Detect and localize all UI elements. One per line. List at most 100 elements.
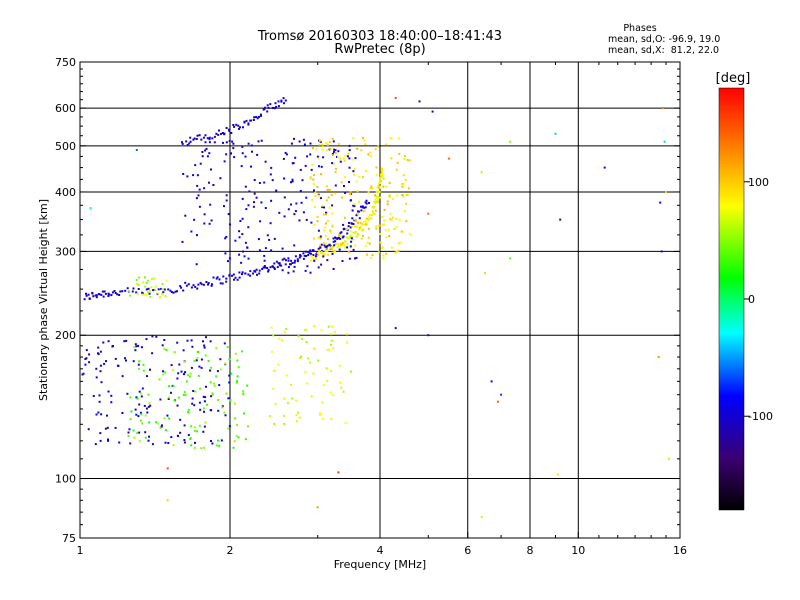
data-point: [323, 244, 326, 247]
data-point: [198, 401, 201, 404]
data-point: [137, 276, 140, 279]
data-point: [305, 341, 308, 343]
data-point: [225, 277, 228, 280]
data-point: [238, 271, 241, 274]
data-point: [348, 157, 351, 160]
data-point: [329, 229, 332, 232]
data-point: [278, 264, 281, 267]
data-point: [140, 413, 143, 416]
data-point: [346, 243, 349, 246]
data-point: [87, 428, 90, 431]
data-point: [233, 125, 236, 128]
data-point: [344, 191, 347, 194]
data-point: [369, 214, 372, 216]
data-point: [273, 268, 276, 270]
data-point: [100, 293, 103, 296]
data-point: [189, 437, 192, 440]
data-point: [283, 414, 286, 417]
data-point: [317, 359, 320, 362]
data-point: [228, 425, 231, 427]
data-point: [229, 223, 231, 226]
data-point: [331, 137, 334, 140]
data-point: [244, 155, 247, 158]
data-point: [165, 349, 168, 352]
data-point: [351, 217, 354, 220]
data-point: [244, 185, 247, 188]
data-point: [213, 384, 216, 387]
data-point: [291, 180, 294, 183]
data-point: [361, 205, 364, 208]
data-point: [141, 281, 144, 283]
data-point: [99, 432, 102, 435]
data-point: [267, 269, 270, 272]
data-point: [248, 190, 251, 193]
data-point: [137, 344, 140, 347]
data-point: [166, 414, 169, 417]
data-point: [202, 136, 205, 139]
data-point: [307, 357, 309, 360]
data-point: [184, 371, 187, 374]
data-point: [348, 235, 351, 238]
data-point: [375, 225, 378, 228]
data-point: [385, 252, 388, 255]
data-point: [375, 166, 378, 169]
data-point: [283, 102, 285, 105]
data-point: [303, 254, 306, 257]
data-point: [360, 237, 363, 240]
data-point: [242, 126, 244, 129]
data-point: [295, 202, 298, 205]
x-tick-label: 1: [77, 544, 84, 557]
data-point: [374, 202, 377, 205]
data-point: [362, 228, 365, 231]
data-point: [354, 224, 357, 227]
data-point: [285, 153, 288, 156]
data-point: [351, 209, 354, 212]
data-point: [354, 219, 357, 222]
data-point: [273, 237, 276, 240]
data-point: [347, 250, 350, 253]
data-point: [141, 292, 144, 295]
data-point: [144, 436, 147, 439]
data-point: [344, 421, 347, 424]
data-point: [304, 250, 307, 253]
data-point: [200, 366, 203, 369]
data-point: [243, 412, 246, 415]
data-point: [152, 289, 155, 292]
data-point: [247, 123, 250, 126]
data-point: [108, 293, 111, 296]
data-point: [298, 140, 301, 143]
data-point: [310, 252, 312, 255]
data-point: [317, 236, 320, 239]
data-point: [358, 227, 361, 229]
data-point: [161, 293, 164, 296]
data-point: [166, 499, 169, 502]
data-point: [321, 143, 324, 146]
data-point: [403, 158, 406, 161]
data-point: [219, 368, 222, 371]
data-point: [138, 431, 141, 434]
data-point: [179, 418, 182, 421]
data-point: [221, 132, 224, 134]
data-point: [343, 159, 346, 162]
data-point: [278, 211, 281, 214]
data-point: [114, 426, 117, 429]
data-point: [313, 223, 316, 226]
data-point: [100, 381, 103, 384]
data-point: [201, 151, 204, 153]
data-point: [162, 370, 164, 373]
data-point: [320, 243, 323, 246]
data-point: [208, 141, 211, 144]
data-point: [300, 201, 303, 204]
data-point: [339, 232, 342, 235]
data-point: [180, 370, 183, 373]
data-point: [360, 205, 362, 208]
data-point: [338, 236, 340, 239]
data-point: [224, 414, 227, 417]
data-point: [244, 241, 247, 244]
data-point: [269, 103, 272, 106]
data-point: [319, 414, 322, 416]
data-point: [157, 292, 160, 295]
data-point: [118, 441, 121, 444]
data-point: [321, 417, 324, 420]
